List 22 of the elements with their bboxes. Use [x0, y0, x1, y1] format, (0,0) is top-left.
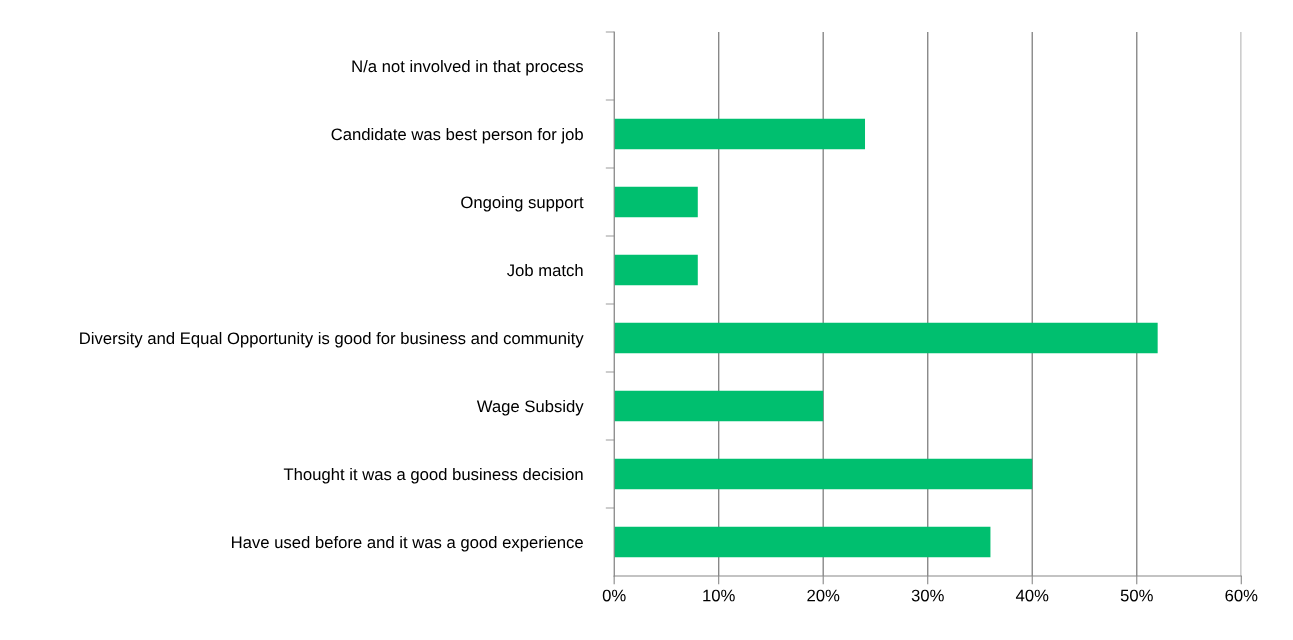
y-tick-label: Have used before and it was a good experience: [232, 535, 583, 552]
y-tick-label: Thought it was a good business decision: [283, 467, 583, 484]
y-tick-label: Diversity and Equal Opportunity is good for business and community: [80, 331, 584, 348]
y-tick-label: N/a not involved in that process: [352, 59, 584, 76]
x-tick-label: 30%: [911, 589, 944, 602]
x-tick-label: 40%: [1015, 589, 1049, 602]
y-tick-label: Ongoing support: [461, 195, 584, 212]
bar: [614, 390, 824, 422]
bar: [614, 254, 698, 286]
bar: [614, 118, 866, 150]
y-tick-label: Job match: [507, 263, 583, 277]
bar: [614, 458, 1033, 490]
bar: [614, 322, 1158, 354]
y-tick-label: Candidate was best person for job: [331, 127, 583, 144]
x-tick-label: 20%: [807, 589, 840, 602]
x-tick-label: 60%: [1225, 589, 1258, 602]
x-tick-label: 0%: [602, 589, 626, 602]
bar: [614, 186, 698, 218]
y-tick-label: Wage Subsidy: [476, 399, 584, 416]
x-tick-label: 50%: [1120, 589, 1153, 602]
bar: [614, 526, 991, 558]
x-tick-label: 10%: [703, 589, 735, 602]
